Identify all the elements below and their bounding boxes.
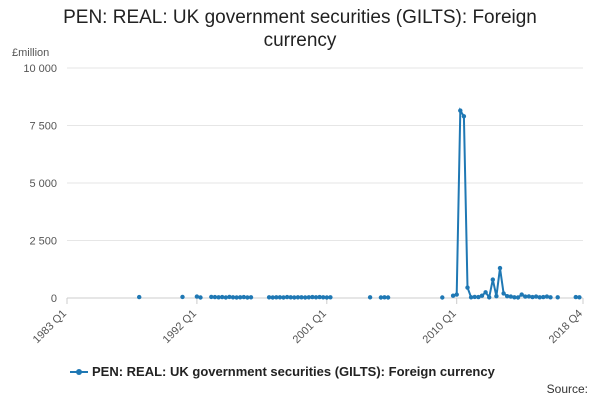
data-point [385,295,391,300]
x-tick-label: 2010 Q1 [421,308,459,346]
data-point [216,295,221,300]
x-tick-label: 1983 Q1 [31,308,69,346]
data-point [530,294,535,300]
data-point [248,295,254,300]
data-point [450,293,456,298]
y-tick-label: 10 000 [23,63,57,75]
data-point [497,265,503,271]
data-point [555,295,560,300]
data-point [313,295,319,300]
data-point [292,295,297,300]
data-point [227,294,232,300]
data-point [209,294,214,300]
legend-label: PEN: REAL: UK government securities (GIL… [92,364,495,379]
y-tick-label: 7 500 [29,121,57,133]
data-point [317,294,322,300]
data-point [367,295,373,300]
data-point [465,285,470,290]
data-point [577,295,582,300]
data-point [299,295,304,300]
series-line [452,107,551,300]
data-point [245,295,250,300]
y-tick-label: 2 500 [29,236,57,248]
y-tick-label: 5 000 [29,178,57,190]
data-point [220,294,225,300]
data-point [281,295,286,300]
x-tick-label: 1992 Q1 [161,308,199,346]
data-point [515,295,521,300]
data-point [310,294,315,300]
data-point [288,295,293,300]
data-point [266,295,272,300]
data-point [324,295,329,300]
data-point [523,294,528,299]
data-point [180,294,185,300]
data-point [198,295,203,300]
data-point [306,295,311,300]
data-point [548,295,553,300]
source-label: Source: [546,382,588,396]
data-point [533,294,539,299]
data-point [472,294,477,300]
data-point [508,294,513,299]
data-point [501,291,506,296]
data-point [541,294,546,300]
data-point [378,295,384,300]
data-point [321,295,326,300]
x-tick-label: 2001 Q1 [291,308,329,346]
data-point [544,294,550,299]
data-point [526,294,532,299]
data-point [194,294,200,299]
data-point [303,295,308,300]
data-point [223,295,228,300]
data-point [277,295,283,300]
y-tick-label: 0 [51,293,57,305]
data-point [274,295,279,300]
data-point [512,295,517,300]
data-point [573,294,578,300]
data-point [494,294,499,299]
chart-legend[interactable]: PEN: REAL: UK government securities (GIL… [70,364,495,379]
data-point [468,295,474,300]
data-point [241,294,246,300]
data-point [458,108,463,113]
data-point [479,293,485,298]
data-point [212,294,218,300]
legend-swatch-icon [70,367,88,377]
data-point [234,295,239,300]
y-axis-unit-label: £million [12,47,50,59]
data-point [537,295,542,300]
chart-title: PEN: REAL: UK government securities (GIL… [63,7,537,51]
data-point [284,294,290,300]
data-point [454,292,459,297]
data-point [230,295,236,300]
data-point [490,277,495,282]
data-point [238,295,243,300]
data-point [483,290,488,295]
data-point [476,294,481,300]
data-point [137,294,142,300]
data-point [295,295,301,300]
x-tick-label: 2018 Q4 [547,308,585,346]
data-point [328,295,333,300]
data-point [487,295,492,300]
data-point [270,295,275,300]
data-point [505,294,510,299]
data-point [440,295,445,300]
data-point [461,114,467,119]
data-point [519,292,524,297]
data-point [382,295,387,300]
